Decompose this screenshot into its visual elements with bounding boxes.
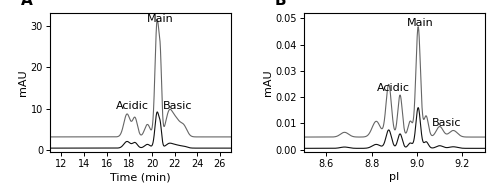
Y-axis label: mAU: mAU [18, 69, 28, 96]
Text: Basic: Basic [164, 101, 193, 111]
Text: Acidic: Acidic [116, 101, 149, 111]
Y-axis label: mAU: mAU [262, 69, 272, 96]
Text: Basic: Basic [432, 118, 461, 128]
X-axis label: Time (min): Time (min) [110, 172, 171, 182]
Text: Main: Main [407, 18, 434, 28]
Text: Acidic: Acidic [376, 83, 410, 93]
Text: A: A [21, 0, 33, 8]
Text: Main: Main [146, 14, 174, 24]
X-axis label: pI: pI [389, 172, 400, 182]
Text: B: B [274, 0, 286, 8]
